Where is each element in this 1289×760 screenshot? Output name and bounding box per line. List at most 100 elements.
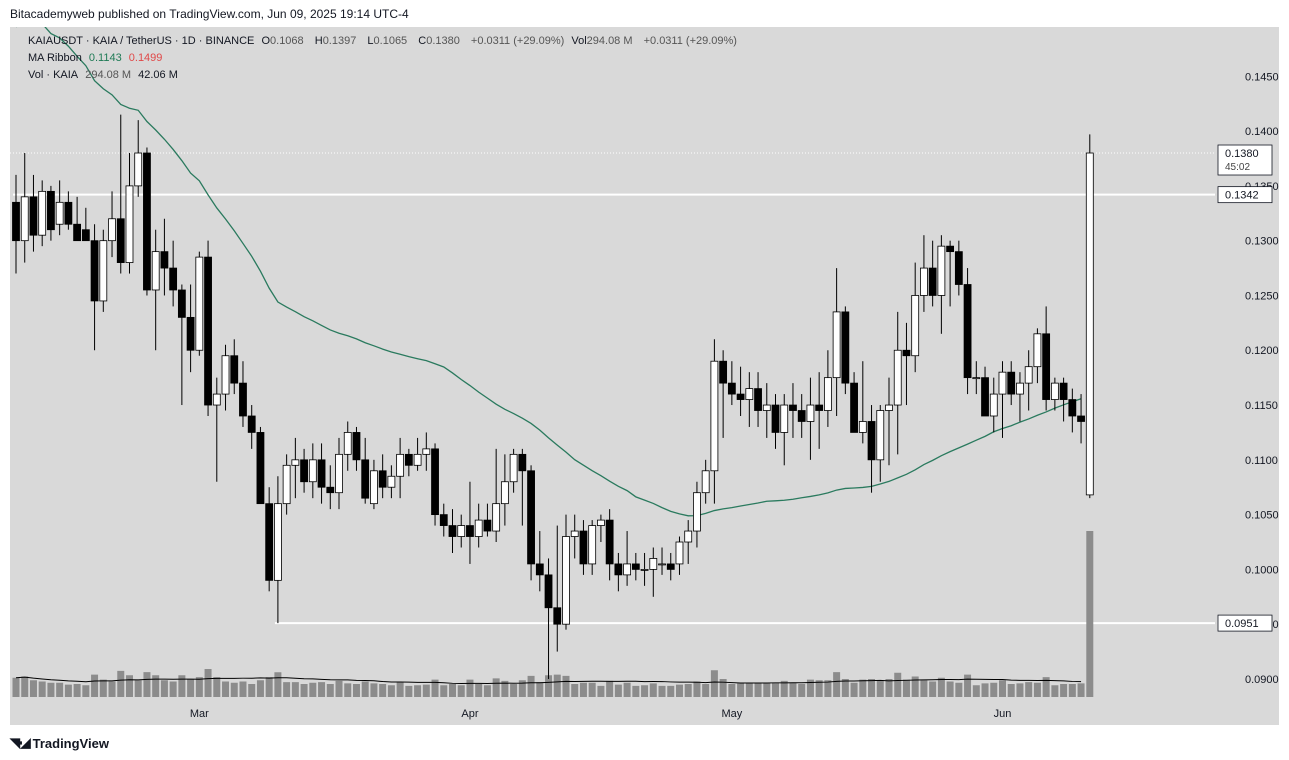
legend-vol-change: +0.0311 (+29.09%)	[643, 35, 737, 47]
y-tick-label: 0.1100	[1245, 455, 1278, 467]
candle-up	[937, 245, 946, 296]
legend-vol-label: Vol	[571, 35, 587, 47]
volume-bar	[806, 679, 814, 697]
volume-bar	[649, 683, 657, 697]
candle-up	[1024, 366, 1033, 384]
legend-ma-value-2: 0.1499	[128, 52, 163, 64]
volume-bar	[937, 677, 945, 697]
candle-up	[282, 464, 291, 505]
candle-down	[579, 530, 588, 565]
candle-up	[562, 536, 570, 625]
volume-bar	[527, 675, 535, 697]
volume-bar	[405, 685, 413, 697]
volume-ma-line	[15, 676, 1082, 684]
volume-bar	[798, 684, 806, 697]
candle-up	[693, 492, 701, 532]
candle-up	[396, 453, 405, 477]
candle-down	[47, 190, 55, 231]
x-tick-label: Jun	[994, 708, 1012, 720]
volume-bar	[920, 680, 928, 697]
price-tag-box	[1217, 614, 1273, 632]
volume-bar	[352, 684, 360, 697]
x-tick-label: May	[721, 708, 742, 720]
y-tick-label: 0.1150	[1245, 400, 1278, 412]
volume-bar	[178, 675, 186, 697]
candle-down	[352, 432, 361, 461]
candle-down	[317, 459, 326, 488]
volume-bar	[21, 676, 29, 697]
volume-bar	[1033, 682, 1041, 697]
price-tag-box	[1217, 144, 1273, 176]
price-tag-box	[1217, 186, 1273, 204]
volume-bar	[56, 682, 64, 697]
volume-bar	[73, 684, 81, 697]
price-chart[interactable]: 0.14500.14000.13500.13000.12500.12000.11…	[10, 27, 1279, 725]
volume-bar	[274, 672, 282, 697]
volume-bar	[99, 679, 107, 697]
candle-up	[745, 388, 754, 400]
candle-down	[736, 393, 745, 400]
candle-down	[439, 514, 448, 526]
candle-up	[911, 295, 920, 357]
volume-bar	[571, 684, 579, 697]
candle-up	[387, 475, 396, 488]
candle-down	[789, 404, 797, 411]
candle-down	[719, 360, 728, 384]
candle-up	[38, 190, 47, 236]
publisher-line: Bitacademyweb published on TradingView.c…	[10, 7, 409, 21]
volume-bar	[579, 682, 587, 697]
candle-up	[570, 530, 579, 537]
candle-up	[125, 185, 134, 263]
y-tick-label: 0.1300	[1245, 236, 1279, 248]
volume-bar	[868, 679, 876, 697]
legend-ma-label[interactable]: MA Ribbon	[28, 52, 82, 64]
legend-vol-value: 294.08 M	[586, 35, 633, 47]
legend-vol2-label[interactable]: Vol · KAIA	[28, 69, 79, 81]
volume-bar	[981, 683, 989, 697]
volume-bar	[187, 679, 195, 697]
legend-low-value: 0.1065	[373, 35, 408, 47]
candle-down	[81, 229, 90, 242]
volume-bar	[230, 682, 238, 697]
candle-down	[256, 432, 265, 505]
tradingview-brand: TradingView	[32, 735, 109, 751]
candle-down	[143, 152, 151, 291]
candle-down	[902, 349, 911, 357]
candle-down	[265, 503, 274, 581]
candle-down	[527, 470, 535, 565]
candle-down	[771, 404, 780, 433]
candle-up	[20, 196, 29, 242]
legend-symbol[interactable]: KAIAUSDT · KAIA / TetherUS · 1D · BINANC…	[28, 35, 255, 47]
legend-close-value: 0.1380	[426, 35, 460, 47]
candle-down	[850, 382, 858, 433]
legend-ma-row: MA Ribbon 0.1143 0.1499	[28, 52, 166, 64]
volume-bar	[850, 682, 858, 697]
volume-bar	[702, 684, 710, 697]
volume-bar	[492, 678, 500, 697]
candle-up	[1016, 382, 1024, 395]
volume-bar	[457, 685, 465, 697]
candle-down	[867, 421, 876, 461]
volume-bar	[431, 679, 439, 697]
volume-bar	[693, 681, 701, 697]
volume-bar	[728, 684, 736, 697]
candle-down	[614, 563, 623, 576]
price-tag-label: 0.1342	[1225, 190, 1259, 202]
candle-up	[134, 152, 143, 187]
candle-up	[893, 349, 902, 406]
candle-down	[928, 267, 937, 296]
candle-down	[954, 251, 963, 285]
candle-up	[649, 558, 658, 570]
volume-bar	[614, 684, 622, 697]
volume-bar	[1025, 682, 1033, 697]
candle-down	[378, 470, 387, 488]
chart-area[interactable]: 0.14500.14000.13500.13000.12500.12000.11…	[10, 27, 1279, 725]
tradingview-logo[interactable]: ◥▪◢ TradingView	[10, 735, 109, 751]
candle-up	[413, 453, 422, 466]
volume-bar	[667, 685, 675, 697]
candle-down	[605, 519, 614, 565]
candle-down	[230, 355, 239, 384]
volume-bar	[143, 672, 151, 697]
candle-up	[876, 410, 885, 461]
volume-bar	[990, 682, 998, 697]
